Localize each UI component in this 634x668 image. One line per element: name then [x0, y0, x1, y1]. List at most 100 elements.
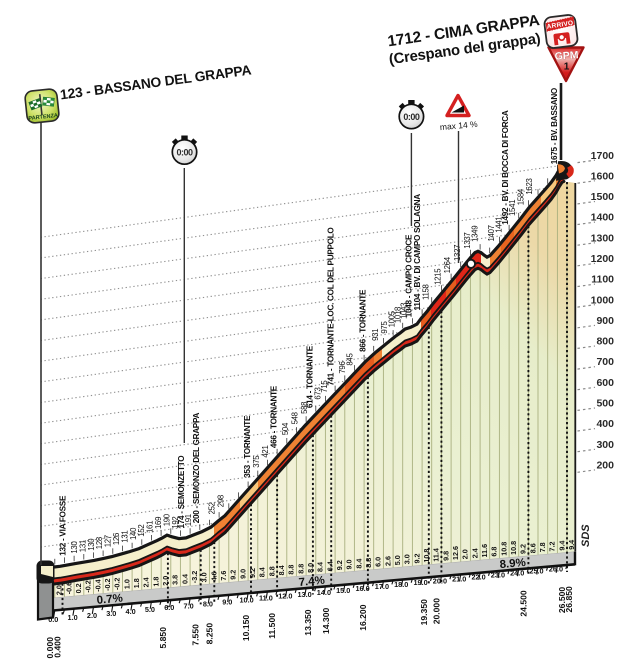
svg-text:8.9%: 8.9% — [499, 557, 526, 571]
svg-text:5.0: 5.0 — [393, 555, 402, 565]
svg-text:14.0: 14.0 — [317, 588, 331, 597]
svg-text:131: 131 — [120, 531, 129, 543]
svg-text:1.8: 1.8 — [132, 578, 141, 588]
svg-text:9.2: 9.2 — [248, 568, 257, 578]
svg-text:5.850: 5.850 — [158, 627, 168, 649]
svg-text:11.0: 11.0 — [259, 594, 273, 603]
svg-text:126: 126 — [112, 533, 121, 545]
svg-text:931: 931 — [371, 329, 380, 341]
svg-text:10.0: 10.0 — [239, 596, 253, 605]
svg-text:-0.4: -0.4 — [93, 579, 102, 591]
svg-text:9.2: 9.2 — [229, 570, 238, 580]
svg-text:161: 161 — [146, 521, 155, 533]
svg-text:0.7%: 0.7% — [96, 593, 123, 607]
svg-text:252: 252 — [208, 502, 217, 514]
svg-text:1264: 1264 — [443, 256, 452, 273]
svg-text:1200: 1200 — [591, 253, 615, 265]
svg-text:600: 600 — [596, 377, 614, 389]
svg-text:700: 700 — [596, 356, 614, 368]
svg-text:6.0: 6.0 — [374, 557, 383, 567]
svg-text:GPM: GPM — [554, 49, 579, 63]
svg-text:298: 298 — [217, 495, 226, 507]
svg-text:8.6: 8.6 — [528, 543, 537, 553]
svg-text:9.0: 9.0 — [345, 560, 354, 570]
svg-text:1.8: 1.8 — [151, 577, 160, 587]
svg-text:23.0: 23.0 — [491, 571, 505, 580]
svg-text:128: 128 — [95, 537, 104, 549]
svg-text:504: 504 — [281, 422, 290, 435]
svg-text:-0.2: -0.2 — [113, 578, 122, 590]
svg-text:2.0: 2.0 — [161, 576, 170, 586]
svg-text:1400: 1400 — [591, 212, 615, 224]
svg-text:1048 - CAMPO CROCE: 1048 - CAMPO CROCE — [405, 234, 414, 317]
svg-text:0.4: 0.4 — [180, 574, 189, 584]
svg-text:9.2: 9.2 — [412, 554, 421, 564]
svg-text:25.0: 25.0 — [529, 567, 543, 576]
svg-text:1541: 1541 — [508, 200, 517, 216]
svg-text:375: 375 — [252, 455, 261, 468]
svg-text:192: 192 — [171, 517, 180, 529]
svg-text:-3.2: -3.2 — [190, 571, 199, 583]
svg-text:26.0: 26.0 — [549, 565, 563, 574]
svg-text:14.300: 14.300 — [321, 607, 331, 634]
svg-text:132 - VIA FOSSE: 132 - VIA FOSSE — [59, 495, 68, 556]
svg-text:7.8: 7.8 — [538, 542, 547, 552]
svg-text:1000: 1000 — [591, 294, 615, 306]
svg-text:1600: 1600 — [591, 170, 615, 182]
svg-text:8.4: 8.4 — [316, 562, 325, 572]
svg-text:1043: 1043 — [400, 303, 409, 319]
svg-text:16.0: 16.0 — [355, 584, 369, 593]
svg-text:11.500: 11.500 — [267, 613, 277, 639]
svg-text:4.0: 4.0 — [126, 607, 136, 616]
svg-text:140: 140 — [129, 527, 138, 540]
svg-text:1349: 1349 — [471, 226, 480, 242]
svg-text:7.0: 7.0 — [184, 601, 194, 610]
svg-text:8.4: 8.4 — [258, 567, 267, 577]
svg-text:9.4: 9.4 — [567, 540, 576, 550]
svg-text:741 - TORNANTE-LOC. COL DEL PU: 741 - TORNANTE-LOC. COL DEL PUPPOLO — [327, 227, 336, 386]
svg-text:8.8: 8.8 — [287, 565, 296, 575]
svg-text:200: 200 — [596, 460, 614, 472]
svg-text:6.0: 6.0 — [164, 603, 174, 612]
svg-text:169: 169 — [154, 517, 163, 529]
svg-text:13.0: 13.0 — [297, 590, 311, 599]
svg-text:-0.2: -0.2 — [84, 580, 93, 592]
svg-text:19.350: 19.350 — [419, 599, 429, 626]
svg-text:9.2: 9.2 — [335, 560, 344, 570]
svg-text:1500: 1500 — [591, 191, 615, 203]
svg-text:3.0: 3.0 — [106, 609, 116, 618]
svg-text:10.8: 10.8 — [422, 549, 431, 563]
svg-text:7.6: 7.6 — [219, 571, 228, 581]
svg-text:1327: 1327 — [453, 245, 462, 261]
svg-text:11.6: 11.6 — [480, 544, 489, 558]
svg-text:130: 130 — [70, 541, 79, 554]
svg-text:1: 1 — [564, 62, 570, 73]
svg-text:10.8: 10.8 — [509, 541, 518, 555]
svg-text:500: 500 — [596, 398, 614, 410]
svg-text:10.150: 10.150 — [241, 615, 251, 642]
svg-text:17.0: 17.0 — [375, 582, 389, 591]
svg-text:7.4%: 7.4% — [298, 575, 325, 589]
svg-text:15.0: 15.0 — [336, 586, 350, 595]
svg-text:7.2: 7.2 — [548, 542, 557, 552]
svg-text:9.0: 9.0 — [222, 598, 232, 607]
svg-text:0.0: 0.0 — [48, 615, 58, 624]
svg-text:2.0: 2.0 — [87, 611, 97, 620]
svg-text:614 - TORNANTE: 614 - TORNANTE — [306, 345, 315, 408]
svg-text:22.0: 22.0 — [471, 572, 485, 581]
svg-text:1.0: 1.0 — [68, 613, 78, 622]
svg-text:20.0: 20.0 — [433, 576, 447, 585]
svg-text:1407: 1407 — [487, 225, 496, 241]
svg-text:0.400: 0.400 — [53, 636, 63, 658]
svg-text:800: 800 — [596, 336, 614, 348]
svg-text:12.6: 12.6 — [451, 546, 460, 560]
svg-text:-0.2: -0.2 — [103, 579, 112, 591]
svg-text:353 - TORNANTE: 353 - TORNANTE — [243, 415, 252, 478]
svg-text:1584: 1584 — [517, 188, 526, 205]
svg-text:673: 673 — [314, 387, 323, 399]
svg-text:8.8: 8.8 — [364, 558, 373, 568]
svg-text:max 14 %: max 14 % — [439, 119, 478, 132]
svg-text:131: 131 — [78, 540, 87, 552]
svg-text:9.0: 9.0 — [238, 569, 247, 579]
svg-text:11.4: 11.4 — [432, 548, 441, 562]
